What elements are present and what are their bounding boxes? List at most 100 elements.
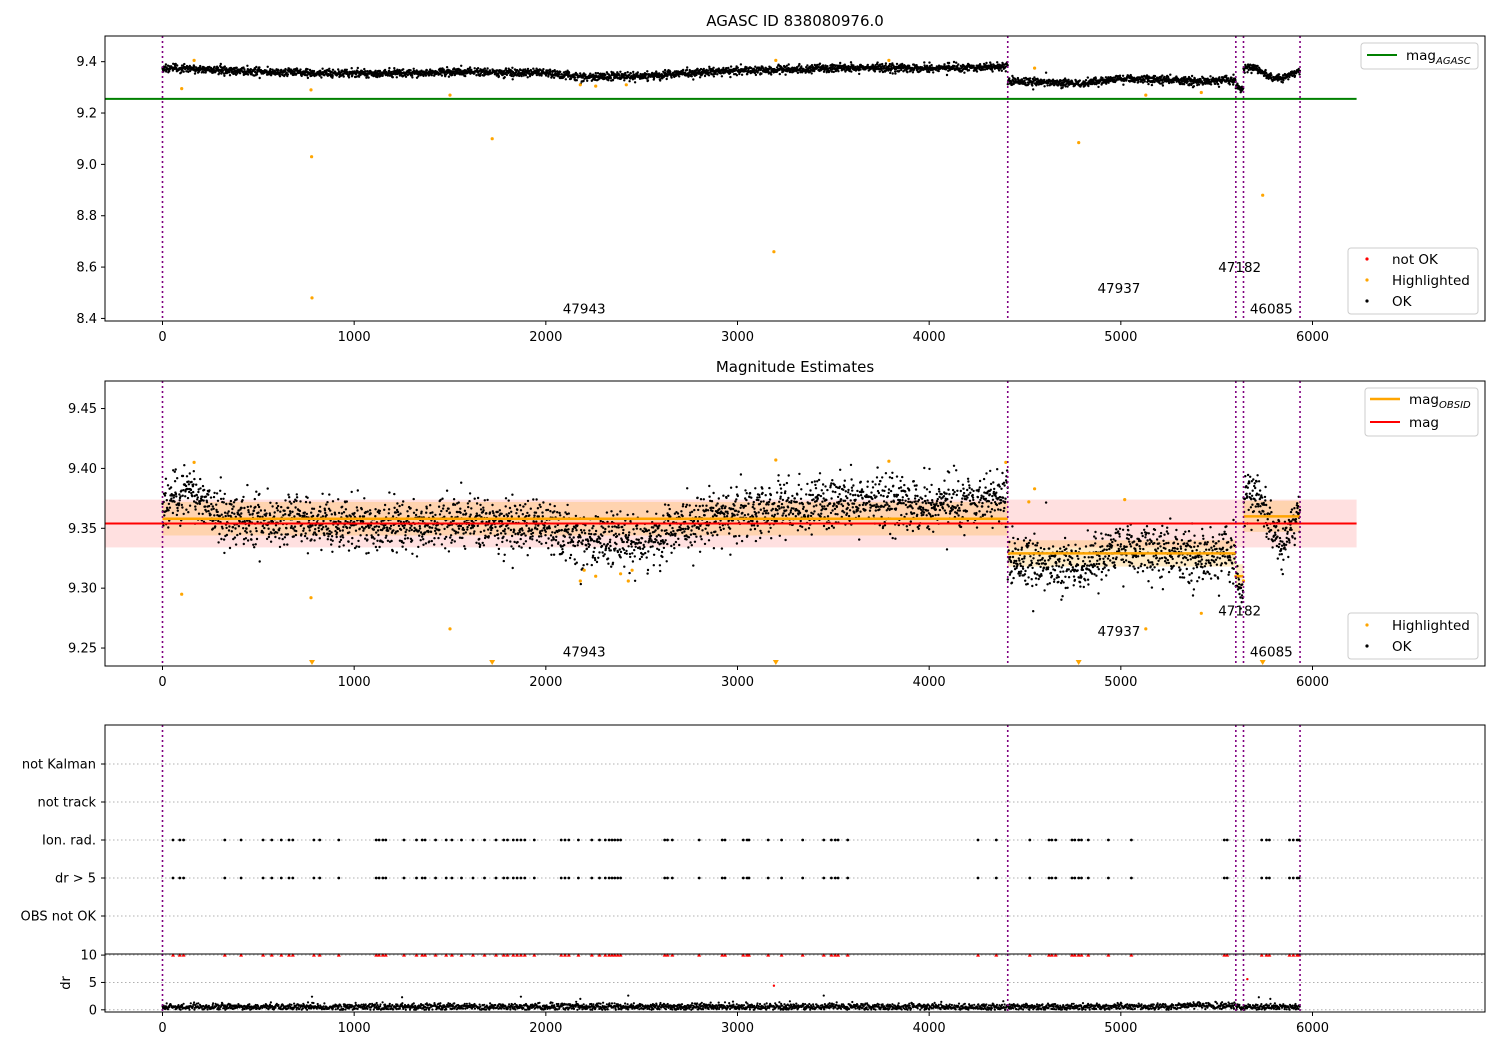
ok-point (175, 495, 178, 498)
ok-point (525, 524, 528, 527)
ok-point (438, 528, 441, 532)
ok-point (339, 538, 343, 542)
ok-point (269, 540, 273, 543)
ok-point (947, 61, 951, 65)
ok-point (174, 468, 177, 471)
ok-point (205, 501, 209, 504)
ok-point (292, 500, 296, 503)
ok-point (351, 536, 354, 540)
ok-point (511, 566, 514, 570)
ok-point (953, 64, 956, 68)
ok-point (418, 527, 422, 530)
ok-point (180, 71, 183, 74)
ok-point (839, 61, 842, 65)
ok-point (176, 506, 179, 510)
ok-point (364, 70, 367, 73)
ok-point (170, 497, 173, 500)
ok-point (501, 540, 504, 544)
ok-point (213, 65, 216, 69)
ok-point (351, 74, 354, 77)
ok-point (504, 497, 508, 500)
ok-point (313, 539, 316, 542)
ok-point (979, 68, 983, 72)
ok-point (507, 499, 510, 502)
ok-point (258, 492, 261, 496)
ok-point (172, 496, 175, 499)
ok-point (383, 503, 387, 507)
ok-point (470, 507, 473, 510)
ok-point (417, 529, 421, 532)
ok-point (503, 76, 506, 79)
ok-point (376, 529, 380, 532)
ok-point (295, 67, 299, 71)
ok-point (569, 77, 573, 80)
ok-point (666, 75, 669, 78)
ok-point (345, 500, 348, 503)
ok-point (418, 525, 421, 528)
ok-point (381, 74, 384, 78)
ok-point (629, 72, 632, 75)
ok-point (786, 70, 789, 73)
ok-point (264, 514, 267, 517)
ok-point (1169, 73, 1172, 76)
ok-point (246, 505, 249, 509)
ok-point (369, 512, 372, 515)
ok-point (205, 510, 208, 513)
ok-point (393, 67, 396, 70)
ok-point (633, 81, 637, 84)
ok-point (479, 530, 482, 534)
ok-point (449, 534, 453, 537)
ok-point (525, 514, 528, 518)
ok-point (303, 534, 307, 538)
ok-point (1147, 82, 1150, 86)
ok-point (368, 526, 371, 529)
ok-point (340, 512, 344, 515)
ok-point (255, 537, 259, 541)
ok-point (476, 496, 480, 500)
ok-point (893, 70, 897, 73)
ok-point (1250, 71, 1253, 75)
ok-point (321, 492, 324, 495)
ok-point (686, 66, 689, 69)
legend-label-highlighted: Highlighted (1392, 273, 1470, 289)
ok-point (453, 540, 456, 543)
ok-point (387, 69, 391, 72)
ok-point (229, 499, 233, 503)
ok-point (604, 73, 607, 77)
ok-point (903, 69, 906, 72)
ok-point (473, 530, 476, 533)
ok-point (478, 514, 481, 517)
ok-point (487, 528, 490, 531)
ok-point (394, 511, 398, 514)
ok-point (828, 70, 831, 73)
ok-point (190, 480, 193, 484)
ok-point (367, 76, 370, 79)
ok-point (1122, 83, 1125, 86)
ok-point (266, 487, 269, 490)
ok-point (1232, 83, 1235, 86)
y-tick-label: 9.0 (76, 158, 97, 173)
ok-point (322, 526, 325, 529)
ok-point (366, 74, 369, 77)
ok-point (212, 507, 215, 510)
ok-point (535, 73, 539, 77)
ok-point (411, 76, 414, 79)
ok-point (496, 529, 499, 532)
ok-point (225, 502, 228, 506)
highlighted-point (594, 84, 598, 88)
ok-point (466, 502, 470, 505)
ok-point (288, 500, 291, 503)
ok-point (295, 529, 298, 533)
ok-point (383, 68, 387, 72)
ok-point (325, 503, 328, 506)
ok-point (317, 529, 321, 533)
ok-point (991, 70, 994, 73)
ok-point (258, 66, 261, 69)
ok-point (409, 526, 412, 530)
ok-point (230, 503, 233, 506)
ok-point (431, 511, 434, 514)
ok-point (528, 514, 531, 517)
ok-point (849, 61, 853, 64)
ok-point (402, 500, 405, 503)
ok-point (203, 505, 207, 508)
